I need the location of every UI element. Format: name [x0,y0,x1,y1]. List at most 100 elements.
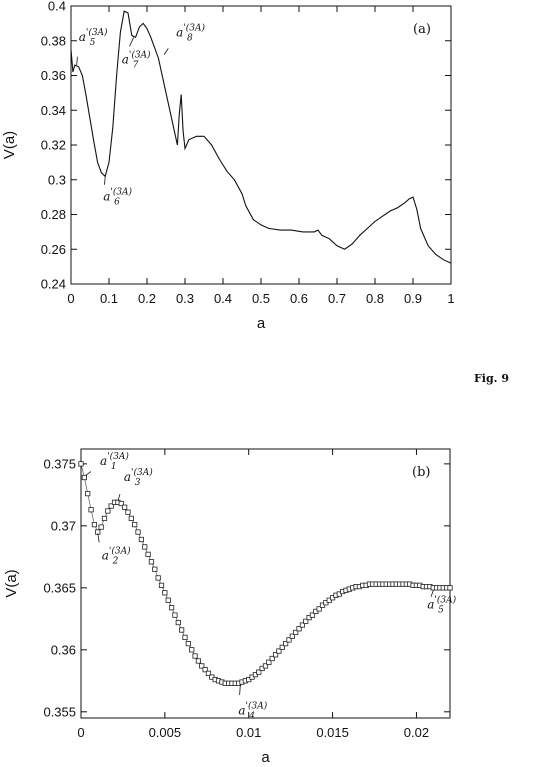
y-axis-title-a: V(a) [1,131,18,159]
data-point [148,559,155,565]
annotation-arrow [117,493,121,502]
data-point [132,522,138,528]
x-tick-label: 0.2 [138,291,156,306]
chart-panel-b: 0 0.005 0.01 0.015 0.02 0.355 0.36 0.365 0.37 0.3… [3,448,457,766]
annotation-arrow [239,684,241,696]
y-tick-label: 0.365 [43,580,76,595]
x-tick-label: 0 [67,291,74,306]
data-point [266,659,272,665]
data-point [279,644,285,650]
data-point [118,500,124,507]
annotation-label: a'(3A) 1 [100,451,129,472]
ticks-a: 0 0.1 0.2 0.3 0.4 0.5 0.6 0.7 0.8 0.9 1 0.24 0.26 0.2… [41,0,455,306]
y-tick-label: 0.355 [43,704,76,719]
series-line-a [70,10,452,264]
annotations-b: a'(3A) 1 a'(3A) 2 a'(3A) 3 a'(3A) 4 a'(3A) 5 [85,451,457,722]
annotation-label: a'(3A) 5 [79,27,108,48]
data-point [289,633,295,639]
data-point [269,655,275,662]
y-tick-label: 0.38 [41,33,66,48]
data-point [108,503,114,509]
data-point [135,529,141,535]
data-point [78,461,84,467]
data-point [296,626,302,632]
x-tick-label: 0.015 [316,725,349,740]
y-tick-label: 0.34 [41,103,66,118]
annotation-arrow [104,176,106,185]
data-point [168,605,175,611]
y-tick-label: 0.4 [48,0,66,14]
data-point [152,566,158,572]
data-point [185,641,191,647]
data-point [142,544,148,550]
data-point [105,508,111,514]
annotation-label: a'(3A) 7 [122,49,151,70]
ticks-b: 0 0.005 0.01 0.015 0.02 0.355 0.36 0.365 0.37 0.3… [43,449,450,740]
data-point [293,629,299,636]
data-point [165,597,171,603]
annotation-label: a'(3A) 6 [103,186,132,207]
data-point [138,536,144,543]
data-point [175,619,181,626]
data-point [272,652,279,658]
x-tick-label: 0.4 [214,291,232,306]
y-tick-label: 0.26 [41,242,66,257]
data-point [91,522,98,528]
data-point [182,634,188,641]
data-point [85,491,91,497]
data-point [299,622,306,628]
data-point [81,474,87,481]
data-point [276,648,282,654]
y-tick-label: 0.24 [41,277,66,292]
x-axis-title-a: a [257,315,266,332]
data-point [286,637,292,643]
data-point [303,618,309,624]
data-point [88,507,94,513]
data-point [128,515,134,522]
annotation-arrow [163,48,169,55]
panel-tag-a: (a) [413,22,431,37]
x-tick-label: 0.5 [252,291,270,306]
y-tick-label: 0.36 [41,68,66,83]
plot-frame-a [70,5,452,285]
panel-tag-b: (b) [412,465,430,480]
x-tick-label: 1 [447,291,454,306]
data-point [145,551,151,557]
data-point [189,647,195,653]
x-tick-label: 0.01 [236,725,261,740]
data-point [205,670,212,676]
x-tick-label: 0.8 [366,291,384,306]
data-point [192,653,198,659]
x-tick-label: 0.9 [404,291,422,306]
chart-panel-a: 0 0.1 0.2 0.3 0.4 0.5 0.6 0.7 0.8 0.9 1 0.24 0.26 0.2… [1,0,455,332]
annotation-label: a'(3A) 8 [176,23,205,44]
annotation-label: a'(3A) 4 [238,701,267,722]
annotation-label: a'(3A) 3 [124,467,153,488]
annotations-a: a'(3A) 5 a'(3A) 6 a'(3A) 7 a'(3A) 8 [76,23,205,207]
y-tick-label: 0.37 [51,518,76,533]
data-point [172,612,178,618]
y-tick-label: 0.375 [43,456,76,471]
series-points-b [78,461,453,686]
x-tick-label: 0.3 [176,291,194,306]
y-axis-title-b: V(a) [3,569,20,597]
x-tick-label: 0 [77,725,84,740]
y-tick-label: 0.32 [41,138,66,153]
data-point [158,582,165,588]
data-point [122,504,128,510]
data-point [316,606,322,612]
data-point [101,515,108,522]
data-point [195,658,202,664]
annotation-arrow [430,590,434,597]
data-point [179,627,185,633]
data-point [125,509,131,515]
data-point [283,641,289,647]
annotation-arrow [85,471,92,476]
plot-frame-b [80,448,451,719]
y-tick-label: 0.36 [51,642,76,657]
x-tick-label: 0.6 [290,291,308,306]
x-axis-title-b: a [261,749,270,766]
annotation-arrow [76,56,78,66]
data-point [98,524,104,530]
